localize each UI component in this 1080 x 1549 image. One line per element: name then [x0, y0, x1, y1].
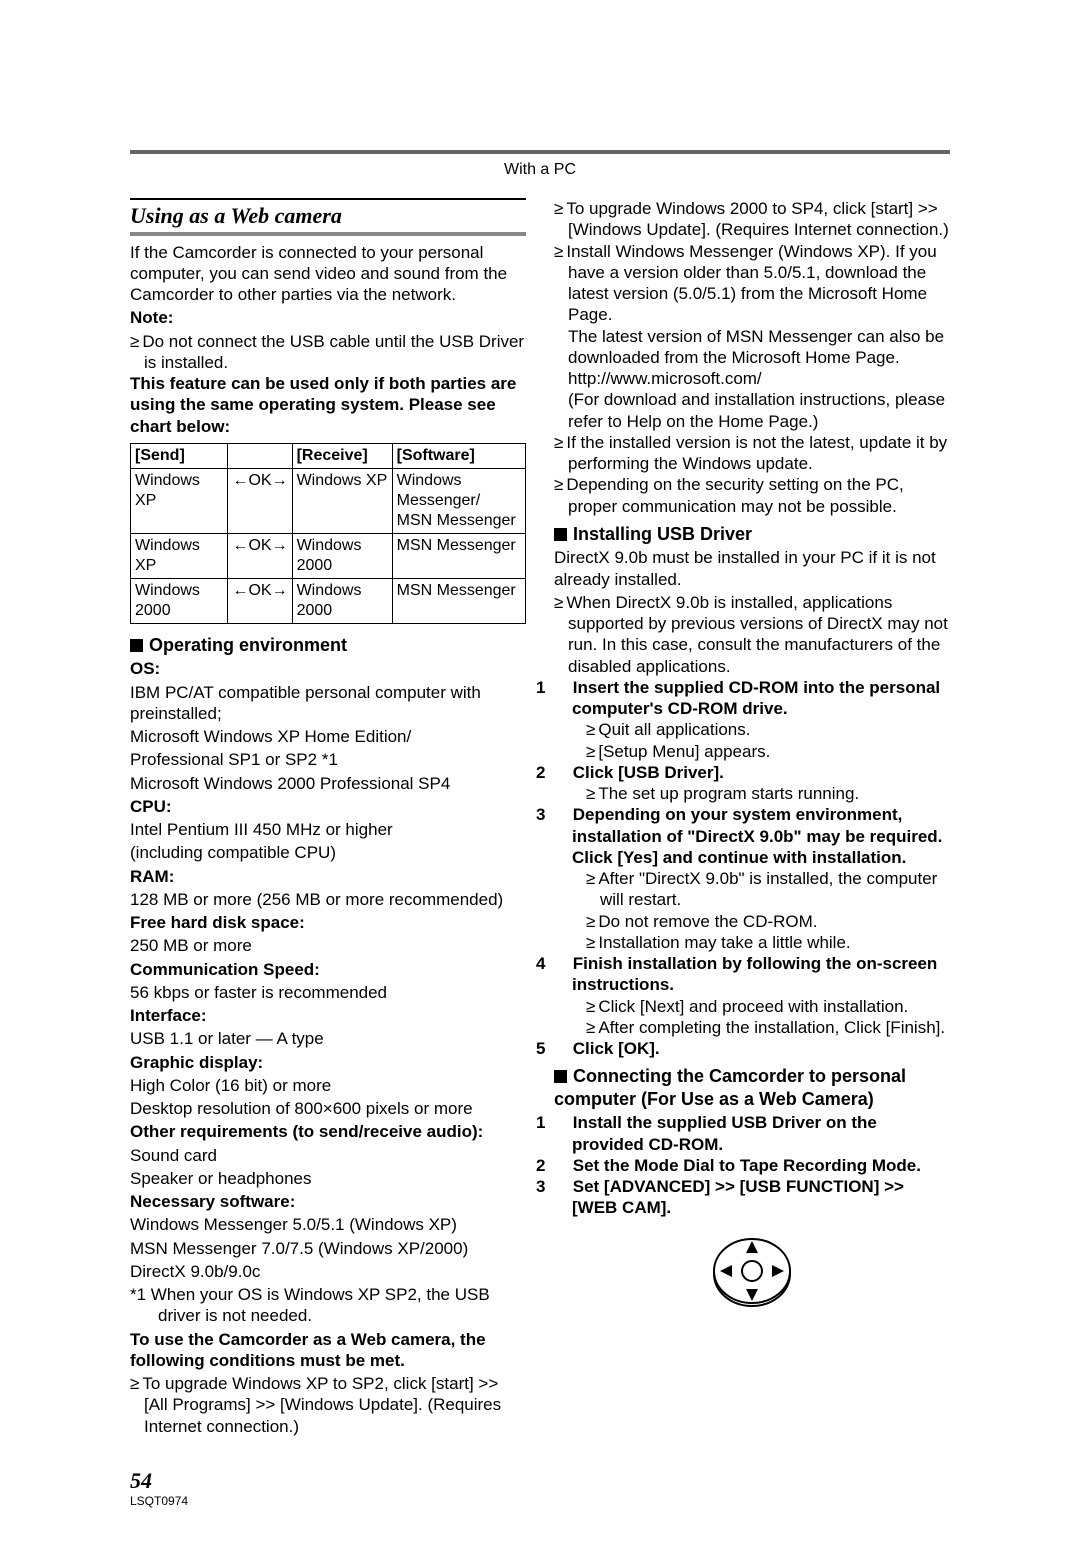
speed-label: Communication Speed: [130, 959, 526, 980]
conditions-list: To upgrade Windows XP to SP2, click [sta… [130, 1373, 526, 1437]
intro-text: If the Camcorder is connected to your pe… [130, 242, 526, 306]
right-column: To upgrade Windows 2000 to SP4, click [s… [554, 198, 950, 1437]
step-2-sub: The set up program starts running. [572, 783, 950, 804]
connect-heading: Connecting the Camcorder to personal com… [554, 1065, 950, 1110]
conn-step-2: 2 Set the Mode Dial to Tape Recording Mo… [554, 1155, 950, 1176]
joystick-icon [554, 1227, 950, 1322]
note-list: Do not connect the USB cable until the U… [130, 331, 526, 374]
th-blank [228, 443, 292, 468]
usb-heading: Installing USB Driver [554, 523, 950, 546]
table-header-row: [Send] [Receive] [Software] [131, 443, 526, 468]
th-software: [Software] [392, 443, 525, 468]
audio-line: Sound card [130, 1145, 526, 1166]
gfx-label: Graphic display: [130, 1052, 526, 1073]
step-1: 1 Insert the supplied CD-ROM into the pe… [554, 677, 950, 762]
condition-item: To upgrade Windows XP to SP2, click [sta… [130, 1373, 526, 1437]
footer: 54 LSQT0974 [130, 1467, 950, 1510]
usb-note-list: When DirectX 9.0b is installed, applicat… [554, 592, 950, 677]
conn-step-1: 1 Install the supplied USB Driver on the… [554, 1112, 950, 1155]
sw-label: Necessary software: [130, 1191, 526, 1212]
th-receive: [Receive] [292, 443, 392, 468]
section-title: Using as a Web camera [130, 198, 526, 236]
note-label: Note: [130, 307, 526, 328]
cpu-line: (including compatible CPU) [130, 842, 526, 863]
doc-id: LSQT0974 [130, 1494, 950, 1509]
connect-steps: 1 Install the supplied USB Driver on the… [554, 1112, 950, 1218]
os-line: Microsoft Windows XP Home Edition/ [130, 726, 526, 747]
cpu-label: CPU: [130, 796, 526, 817]
disk-label: Free hard disk space: [130, 912, 526, 933]
usb-intro: DirectX 9.0b must be installed in your P… [554, 547, 950, 590]
pre-item: Install Windows Messenger (Windows XP). … [554, 241, 950, 432]
pre-item: To upgrade Windows 2000 to SP4, click [s… [554, 198, 950, 241]
step-4-sub: Click [Next] and proceed with installati… [572, 996, 950, 1039]
install-steps: 1 Insert the supplied CD-ROM into the pe… [554, 677, 950, 1060]
step-3-sub: After "DirectX 9.0b" is installed, the c… [572, 868, 950, 953]
os-label: OS: [130, 658, 526, 679]
note-item: Do not connect the USB cable until the U… [130, 331, 526, 374]
audio-line: Speaker or headphones [130, 1168, 526, 1189]
section-header: With a PC [130, 160, 950, 180]
os-line: Professional SP1 or SP2 *1 [130, 749, 526, 770]
env-heading: Operating environment [130, 634, 526, 657]
columns: Using as a Web camera If the Camcorder i… [130, 198, 950, 1437]
cpu-line: Intel Pentium III 450 MHz or higher [130, 819, 526, 840]
square-bullet-icon [554, 1070, 567, 1083]
speed-line: 56 kbps or faster is recommended [130, 982, 526, 1003]
ram-label: RAM: [130, 866, 526, 887]
os-line: Microsoft Windows 2000 Professional SP4 [130, 773, 526, 794]
th-send: [Send] [131, 443, 228, 468]
step-3: 3 Depending on your system environment, … [554, 804, 950, 953]
table-row: Windows XP ←OK→ Windows 2000 MSN Messeng… [131, 533, 526, 578]
step-1-sub: Quit all applications. [Setup Menu] appe… [572, 719, 950, 762]
compat-table: [Send] [Receive] [Software] Windows XP ←… [130, 443, 526, 624]
step-2: 2 Click [USB Driver]. The set up program… [554, 762, 950, 805]
disk-line: 250 MB or more [130, 935, 526, 956]
sw-line: DirectX 9.0b/9.0c [130, 1261, 526, 1282]
step-5: 5 Click [OK]. [554, 1038, 950, 1059]
feature-note: This feature can be used only if both pa… [130, 373, 526, 437]
usb-note: When DirectX 9.0b is installed, applicat… [554, 592, 950, 677]
footnote-1: *1 When your OS is Windows XP SP2, the U… [130, 1284, 526, 1327]
square-bullet-icon [554, 528, 567, 541]
sw-line: Windows Messenger 5.0/5.1 (Windows XP) [130, 1214, 526, 1235]
iface-label: Interface: [130, 1005, 526, 1026]
ram-line: 128 MB or more (256 MB or more recommend… [130, 889, 526, 910]
pre-item: Depending on the security setting on the… [554, 474, 950, 517]
pre-notes: To upgrade Windows 2000 to SP4, click [s… [554, 198, 950, 517]
iface-line: USB 1.1 or later — A type [130, 1028, 526, 1049]
pre-item: If the installed version is not the late… [554, 432, 950, 475]
os-line: IBM PC/AT compatible personal computer w… [130, 682, 526, 725]
square-bullet-icon [130, 639, 143, 652]
page-number: 54 [130, 1467, 950, 1495]
gfx-line: Desktop resolution of 800×600 pixels or … [130, 1098, 526, 1119]
conditions-label: To use the Camcorder as a Web camera, th… [130, 1329, 526, 1372]
sw-line: MSN Messenger 7.0/7.5 (Windows XP/2000) [130, 1238, 526, 1259]
table-row: Windows 2000 ←OK→ Windows 2000 MSN Messe… [131, 578, 526, 623]
conn-step-3: 3 Set [ADVANCED] >> [USB FUNCTION] >> [W… [554, 1176, 950, 1219]
table-row: Windows XP ←OK→ Windows XP Windows Messe… [131, 468, 526, 533]
left-column: Using as a Web camera If the Camcorder i… [130, 198, 526, 1437]
top-rule [130, 150, 950, 154]
step-4: 4 Finish installation by following the o… [554, 953, 950, 1038]
gfx-line: High Color (16 bit) or more [130, 1075, 526, 1096]
audio-label: Other requirements (to send/receive audi… [130, 1121, 526, 1142]
